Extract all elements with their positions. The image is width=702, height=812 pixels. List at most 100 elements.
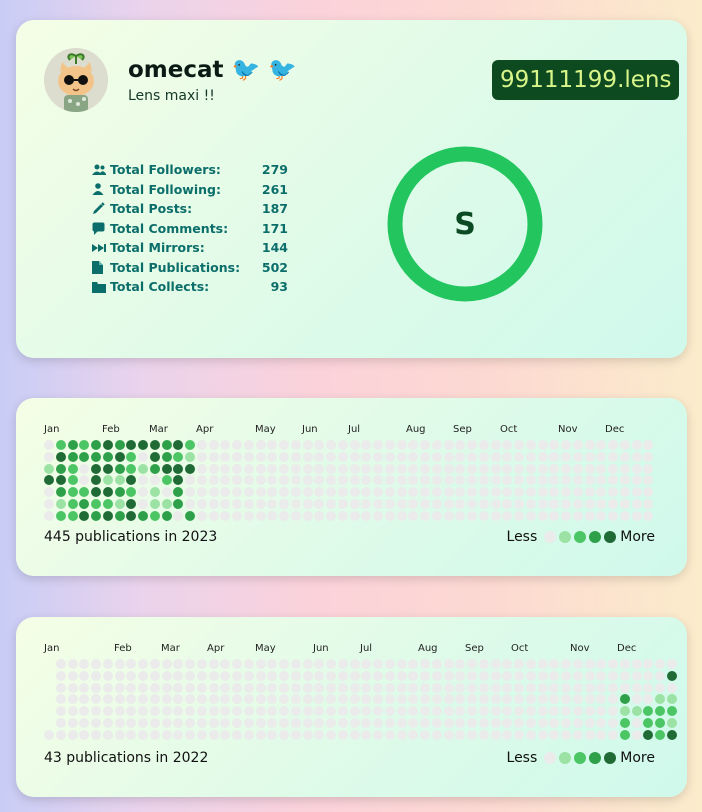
day-cell[interactable] <box>643 717 654 728</box>
day-cell[interactable] <box>631 463 642 474</box>
day-cell[interactable] <box>185 475 195 486</box>
day-cell[interactable] <box>91 440 101 450</box>
day-cell[interactable] <box>525 682 536 693</box>
day-cell[interactable] <box>302 440 313 450</box>
day-cell[interactable] <box>631 670 642 681</box>
day-cell[interactable] <box>114 487 125 497</box>
day-cell[interactable] <box>561 706 571 716</box>
day-cell[interactable] <box>302 451 313 462</box>
day-cell[interactable] <box>431 510 442 521</box>
day-cell[interactable] <box>44 440 54 450</box>
day-cell[interactable] <box>267 498 278 509</box>
day-cell[interactable] <box>408 440 419 450</box>
day-cell[interactable] <box>619 475 630 486</box>
day-cell[interactable] <box>314 729 325 740</box>
day-cell[interactable] <box>396 706 407 716</box>
day-cell[interactable] <box>373 475 383 486</box>
day-cell[interactable] <box>608 729 618 740</box>
day-cell[interactable] <box>514 706 524 716</box>
day-cell[interactable] <box>185 706 195 716</box>
day-cell[interactable] <box>102 729 113 740</box>
day-cell[interactable] <box>161 729 172 740</box>
day-cell[interactable] <box>384 487 395 497</box>
day-cell[interactable] <box>67 487 78 497</box>
day-cell[interactable] <box>596 475 607 486</box>
day-cell[interactable] <box>279 498 289 509</box>
day-cell[interactable] <box>243 475 254 486</box>
day-cell[interactable] <box>467 510 477 521</box>
day-cell[interactable] <box>619 682 630 693</box>
day-cell[interactable] <box>502 706 513 716</box>
day-cell[interactable] <box>337 510 348 521</box>
day-cell[interactable] <box>91 510 101 521</box>
day-cell[interactable] <box>279 475 289 486</box>
day-cell[interactable] <box>279 463 289 474</box>
day-cell[interactable] <box>79 694 90 705</box>
day-cell[interactable] <box>79 510 90 521</box>
day-cell[interactable] <box>67 694 78 705</box>
day-cell[interactable] <box>349 694 360 705</box>
day-cell[interactable] <box>314 510 325 521</box>
day-cell[interactable] <box>232 694 242 705</box>
day-cell[interactable] <box>290 659 301 669</box>
day-cell[interactable] <box>326 463 336 474</box>
day-cell[interactable] <box>619 463 630 474</box>
day-cell[interactable] <box>655 729 665 740</box>
day-cell[interactable] <box>619 670 630 681</box>
day-cell[interactable] <box>455 463 466 474</box>
day-cell[interactable] <box>431 498 442 509</box>
day-cell[interactable] <box>220 670 231 681</box>
day-cell[interactable] <box>361 706 372 716</box>
day-cell[interactable] <box>243 729 254 740</box>
day-cell[interactable] <box>185 729 195 740</box>
day-cell[interactable] <box>478 463 489 474</box>
day-cell[interactable] <box>608 475 618 486</box>
day-cell[interactable] <box>502 729 513 740</box>
day-cell[interactable] <box>561 729 571 740</box>
day-cell[interactable] <box>631 487 642 497</box>
day-cell[interactable] <box>326 475 336 486</box>
day-cell[interactable] <box>561 487 571 497</box>
day-cell[interactable] <box>467 498 477 509</box>
day-cell[interactable] <box>608 510 618 521</box>
day-cell[interactable] <box>255 498 266 509</box>
day-cell[interactable] <box>502 659 513 669</box>
day-cell[interactable] <box>196 498 207 509</box>
day-cell[interactable] <box>173 717 184 728</box>
day-cell[interactable] <box>420 729 430 740</box>
day-cell[interactable] <box>55 717 66 728</box>
day-cell[interactable] <box>478 487 489 497</box>
day-cell[interactable] <box>572 498 583 509</box>
day-cell[interactable] <box>149 717 160 728</box>
day-cell[interactable] <box>102 694 113 705</box>
day-cell[interactable] <box>161 659 172 669</box>
day-cell[interactable] <box>79 463 90 474</box>
day-cell[interactable] <box>91 463 101 474</box>
day-cell[interactable] <box>314 670 325 681</box>
day-cell[interactable] <box>584 475 595 486</box>
day-cell[interactable] <box>161 463 172 474</box>
day-cell[interactable] <box>631 682 642 693</box>
day-cell[interactable] <box>361 694 372 705</box>
day-cell[interactable] <box>55 498 66 509</box>
day-cell[interactable] <box>208 706 219 716</box>
day-cell[interactable] <box>643 451 654 462</box>
day-cell[interactable] <box>373 706 383 716</box>
day-cell[interactable] <box>290 440 301 450</box>
day-cell[interactable] <box>608 498 618 509</box>
day-cell[interactable] <box>396 659 407 669</box>
day-cell[interactable] <box>314 717 325 728</box>
day-cell[interactable] <box>596 463 607 474</box>
day-cell[interactable] <box>408 717 419 728</box>
day-cell[interactable] <box>455 682 466 693</box>
day-cell[interactable] <box>361 717 372 728</box>
day-cell[interactable] <box>220 706 231 716</box>
day-cell[interactable] <box>55 670 66 681</box>
day-cell[interactable] <box>326 694 336 705</box>
day-cell[interactable] <box>549 498 560 509</box>
day-cell[interactable] <box>525 487 536 497</box>
day-cell[interactable] <box>302 729 313 740</box>
day-cell[interactable] <box>196 694 207 705</box>
day-cell[interactable] <box>572 487 583 497</box>
day-cell[interactable] <box>114 498 125 509</box>
